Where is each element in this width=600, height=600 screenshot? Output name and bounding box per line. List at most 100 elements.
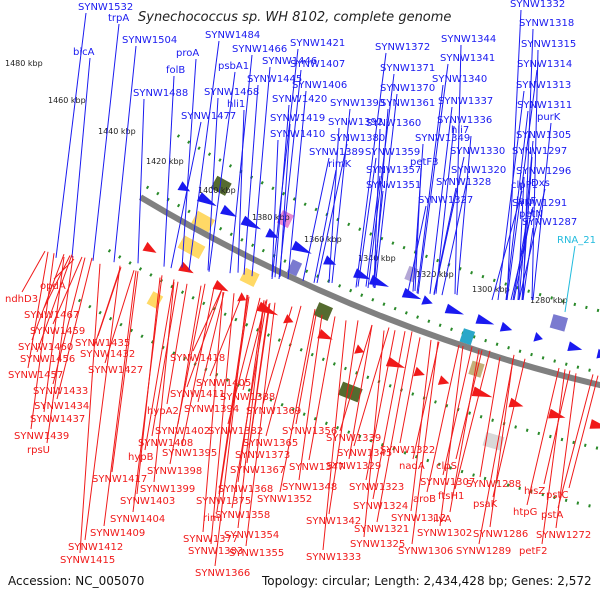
reverse-gene-label[interactable]: SYNW1288 xyxy=(466,479,521,490)
reverse-gene-label[interactable]: SYNW1394 xyxy=(184,404,239,415)
forward-gene-label[interactable]: SYNW1419 xyxy=(270,113,325,124)
forward-gene-label[interactable]: SYNW1371 xyxy=(380,63,435,74)
forward-gene-label[interactable]: SYNW1357 xyxy=(366,165,421,176)
reverse-gene-label[interactable]: SYNW1323 xyxy=(349,482,404,493)
forward-gene-label[interactable]: SYNW1406 xyxy=(292,80,347,91)
reverse-gene-label[interactable]: SYNW1457 xyxy=(8,370,63,381)
forward-gene-label[interactable]: SYNW1389 xyxy=(309,147,364,158)
forward-gene-label[interactable]: lacF xyxy=(516,196,536,207)
forward-gene-label[interactable]: SYNW1349 xyxy=(415,133,470,144)
reverse-gene-label[interactable]: ilvA xyxy=(433,514,451,525)
forward-gene-label[interactable]: SYNW1361 xyxy=(380,98,435,109)
reverse-gene-label[interactable]: SYNW1439 xyxy=(14,431,69,442)
forward-gene-label[interactable]: SYNW1468 xyxy=(204,87,259,98)
reverse-gene-label[interactable]: SYNW1395 xyxy=(162,448,217,459)
forward-gene-label[interactable]: SYNW1488 xyxy=(133,88,188,99)
reverse-gene-label[interactable]: SYNW1272 xyxy=(536,530,591,541)
reverse-gene-label[interactable]: nadA xyxy=(399,461,425,472)
reverse-gene-label[interactable]: SYNW1405 xyxy=(196,378,251,389)
forward-gene-label[interactable]: SYNW1330 xyxy=(450,146,505,157)
forward-gene-label[interactable]: SYNW1305 xyxy=(516,130,571,141)
reverse-gene-label[interactable]: SYNW1366 xyxy=(195,568,250,579)
forward-gene-label[interactable]: petN xyxy=(519,209,543,220)
forward-gene-label[interactable]: SYNW1532 xyxy=(78,2,133,13)
forward-gene-label[interactable]: SYNW1380 xyxy=(330,133,385,144)
reverse-gene-label[interactable]: SYNW1383 xyxy=(188,546,243,557)
forward-gene-label[interactable]: SYNW1344 xyxy=(441,34,496,45)
reverse-gene-label[interactable]: SYNW1467 xyxy=(24,310,79,321)
forward-gene-label[interactable]: SYNW1297 xyxy=(512,146,567,157)
reverse-gene-label[interactable]: SYNW1289 xyxy=(456,546,511,557)
reverse-gene-label[interactable]: SYNW1412 xyxy=(68,542,123,553)
forward-gene-label[interactable]: SYNW1337 xyxy=(438,96,493,107)
reverse-gene-label[interactable]: rimI xyxy=(203,513,223,524)
reverse-gene-label[interactable]: SYNW1402 xyxy=(155,426,210,437)
forward-gene-label[interactable]: SYNW1340 xyxy=(432,74,487,85)
reverse-gene-label[interactable]: opdA xyxy=(40,281,66,292)
forward-gene-label[interactable]: SYNW1392 xyxy=(328,117,383,128)
forward-gene-label[interactable]: petF3 xyxy=(410,157,439,168)
reverse-gene-label[interactable]: SYNW1388 xyxy=(220,392,275,403)
forward-gene-label[interactable]: SYNW1466 xyxy=(232,44,287,55)
reverse-gene-label[interactable]: SYNW1415 xyxy=(60,555,115,566)
reverse-gene-label[interactable]: SYNW1339 xyxy=(326,433,381,444)
reverse-gene-label[interactable]: SYNW1437 xyxy=(30,414,85,425)
forward-gene-label[interactable]: SYNW1291 xyxy=(512,198,567,209)
reverse-gene-label[interactable]: SYNW1369 xyxy=(246,406,301,417)
reverse-gene-label[interactable]: SYNW1355 xyxy=(229,548,284,559)
forward-gene-label[interactable]: SYNW1313 xyxy=(516,80,571,91)
reverse-gene-label[interactable]: SYNW1322 xyxy=(380,445,435,456)
reverse-gene-label[interactable]: SYNW1382 xyxy=(208,426,263,437)
forward-gene-label[interactable]: hli1 xyxy=(227,99,245,110)
reverse-gene-label[interactable]: SYNW1365 xyxy=(243,438,298,449)
reverse-gene-label[interactable]: SYNW1399 xyxy=(140,484,195,495)
reverse-gene-label[interactable]: SYNW1411 xyxy=(170,389,225,400)
forward-gene-label[interactable]: SYNW1296 xyxy=(516,166,571,177)
forward-gene-label[interactable]: SYNW1336 xyxy=(437,115,492,126)
forward-gene-label[interactable]: SYNW1360 xyxy=(366,118,421,129)
reverse-gene-label[interactable]: SYNW1373 xyxy=(235,450,290,461)
forward-gene-label[interactable]: SYNW1315 xyxy=(521,39,576,50)
forward-gene-label[interactable]: rimK xyxy=(328,159,352,170)
reverse-gene-label[interactable]: SYNW1417 xyxy=(92,474,147,485)
reverse-gene-label[interactable]: hisZ xyxy=(524,486,545,497)
forward-gene-label[interactable]: proA xyxy=(176,48,199,59)
forward-gene-label[interactable]: SYNW1287 xyxy=(522,217,577,228)
reverse-gene-label[interactable]: SYNW1345 xyxy=(337,448,392,459)
forward-gene-label[interactable]: SYNW1332 xyxy=(510,0,565,10)
reverse-gene-label[interactable]: SYNW1367 xyxy=(230,465,285,476)
forward-gene-label[interactable]: SYNW1407 xyxy=(290,59,345,70)
reverse-gene-label[interactable]: SYNW1433 xyxy=(33,386,88,397)
forward-gene-label[interactable]: SYNW1370 xyxy=(380,83,435,94)
forward-gene-label[interactable]: SYNW1484 xyxy=(205,30,260,41)
forward-gene-label[interactable]: purK xyxy=(537,112,561,123)
reverse-gene-label[interactable]: SYNW1460 xyxy=(18,342,73,353)
reverse-gene-label[interactable]: SYNW1307 xyxy=(420,477,475,488)
reverse-gene-label[interactable]: SYNW1347 xyxy=(289,462,344,473)
reverse-gene-label[interactable]: SYNW1375 xyxy=(196,496,251,507)
reverse-gene-label[interactable]: SYNW1348 xyxy=(282,482,337,493)
reverse-gene-label[interactable]: htpG xyxy=(513,507,537,518)
forward-gene-label[interactable]: SYNW1372 xyxy=(375,42,430,53)
forward-gene-label[interactable]: SYNW1359 xyxy=(365,147,420,158)
forward-gene-label[interactable]: SYNW1318 xyxy=(519,18,574,29)
reverse-gene-label[interactable]: SYNW1286 xyxy=(473,529,528,540)
forward-gene-label[interactable]: SYNW1477 xyxy=(181,111,236,122)
reverse-gene-label[interactable]: SYNW1403 xyxy=(120,496,175,507)
forward-gene-label[interactable]: SYNW1328 xyxy=(436,177,491,188)
reverse-gene-label[interactable]: SYNW1368 xyxy=(218,484,273,495)
reverse-gene-label[interactable]: pstC xyxy=(546,490,568,501)
forward-gene-label[interactable]: hli7 xyxy=(451,125,469,136)
reverse-gene-label[interactable]: SYNW1354 xyxy=(224,530,279,541)
forward-gene-label[interactable]: trpA xyxy=(108,13,129,24)
reverse-gene-label[interactable]: rpsU xyxy=(27,445,50,456)
forward-gene-label[interactable]: bicA xyxy=(73,47,95,58)
reverse-gene-label[interactable]: ndhD3 xyxy=(5,294,38,305)
reverse-gene-label[interactable]: clpS xyxy=(436,461,457,472)
forward-gene-label[interactable]: SYNW1421 xyxy=(290,38,345,49)
forward-gene-label[interactable]: SYNW1445 xyxy=(247,74,302,85)
reverse-gene-label[interactable]: SYNW1356 xyxy=(282,426,337,437)
reverse-gene-label[interactable]: SYNW1325 xyxy=(350,539,405,550)
reverse-gene-label[interactable]: SYNW1352 xyxy=(257,494,312,505)
forward-gene-label[interactable]: SYNW1327 xyxy=(418,195,473,206)
